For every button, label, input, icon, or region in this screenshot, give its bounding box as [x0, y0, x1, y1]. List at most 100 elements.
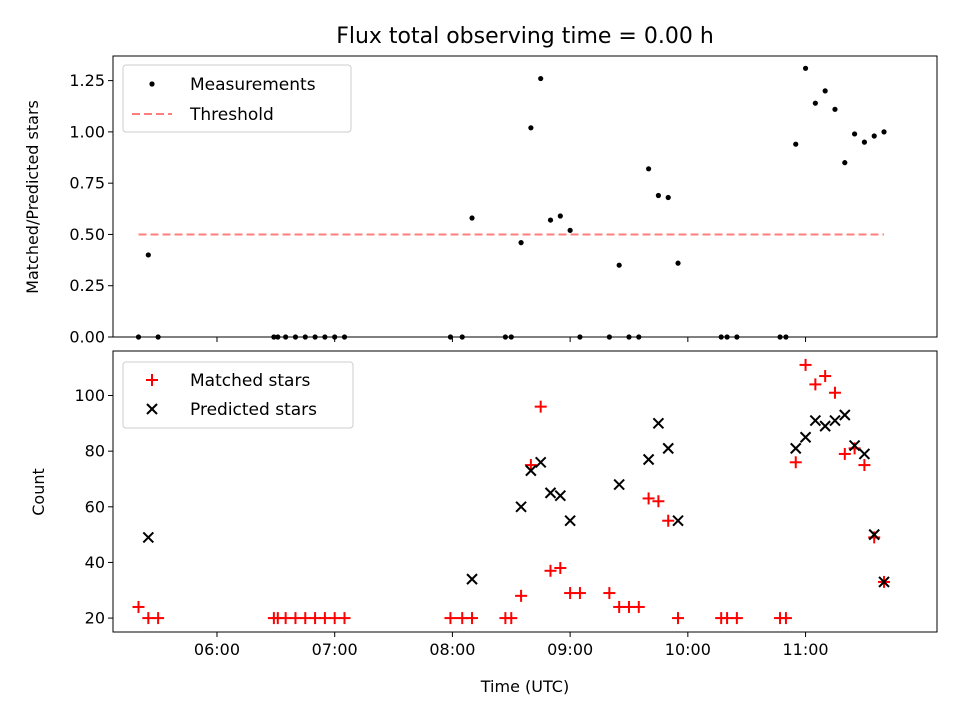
- matched-stars-point: [868, 531, 881, 544]
- matched-stars-point: [848, 442, 861, 455]
- matched-stars-point: [779, 612, 792, 625]
- bottom-xtick-label: 10:00: [665, 640, 711, 659]
- predicted-stars-point: [829, 414, 841, 427]
- matched-stars-point: [573, 587, 586, 600]
- legend-matched-label: Matched stars: [190, 371, 310, 391]
- measurement-point: [646, 166, 652, 172]
- chart-title: Flux total observing time = 0.00 h: [336, 24, 714, 49]
- predicted-stars-point: [858, 448, 871, 460]
- bottom-xtick-label: 08:00: [429, 640, 475, 659]
- measurement-point: [459, 334, 465, 340]
- matched-stars-point: [534, 400, 547, 413]
- predicted-stars-point: [515, 501, 527, 513]
- predicted-stars-point: [466, 573, 478, 585]
- measurement-point: [861, 139, 868, 145]
- matched-stars-point: [505, 612, 518, 625]
- measurement-point: [665, 194, 671, 201]
- measurement-point: [292, 334, 299, 340]
- predicted-stars-point: [525, 464, 537, 477]
- top-ytick-label: 0.50: [69, 225, 105, 244]
- bottom-legend-frame: [122, 361, 354, 429]
- measurement-point: [777, 334, 783, 340]
- measurement-point: [812, 100, 818, 106]
- measurement-point: [881, 129, 887, 135]
- matched-stars-point: [544, 564, 557, 577]
- predicted-stars-point: [672, 515, 684, 527]
- predicted-stars-point: [142, 531, 155, 544]
- measurement-point: [447, 334, 454, 340]
- matched-stars-point: [152, 612, 165, 625]
- measurement-point: [341, 334, 348, 340]
- legend-matched-marker: [146, 374, 158, 386]
- matched-stars-point: [828, 386, 841, 399]
- matched-stars-point: [444, 612, 457, 625]
- bottom-legend: Matched stars Predicted stars: [122, 361, 354, 429]
- matched-stars-point: [799, 358, 812, 371]
- measurement-point: [718, 334, 724, 340]
- measurement-point: [783, 334, 789, 340]
- predicted-stars-point: [878, 576, 890, 588]
- bottom-y-axis-label: Count: [29, 468, 48, 516]
- measurement-point: [606, 334, 612, 340]
- matched-stars-point: [642, 492, 655, 505]
- measurement-point: [312, 334, 318, 340]
- measurement-point: [675, 260, 681, 266]
- predicted-stars-point: [848, 439, 861, 452]
- measurement-point: [332, 334, 338, 340]
- matched-stars-point: [632, 600, 645, 613]
- measurement-point: [275, 334, 281, 340]
- measurement-point: [655, 192, 662, 199]
- measurement-point: [528, 125, 534, 131]
- measurement-point: [508, 334, 514, 340]
- measurement-point: [636, 334, 642, 340]
- legend-predicted-marker: [146, 403, 158, 415]
- predicted-stars-point: [790, 442, 802, 455]
- measurement-point: [802, 65, 809, 71]
- measurement-point: [724, 334, 730, 340]
- bottom-axes-frame: [112, 350, 938, 633]
- matched-stars-point: [338, 612, 351, 625]
- measurement-point: [842, 160, 848, 166]
- matched-stars-point: [819, 370, 832, 383]
- measurement-point: [469, 215, 475, 221]
- legend-predicted-label: Predicted stars: [190, 400, 317, 420]
- top-legend-frame: [122, 64, 352, 133]
- legend-measurements-label: Measurements: [190, 75, 316, 95]
- top-ytick-label: 0.75: [69, 174, 105, 193]
- measurement-point: [832, 106, 838, 112]
- bottom-xtick-label: 07:00: [312, 640, 358, 659]
- measurement-point: [302, 334, 308, 340]
- measurement-point: [547, 217, 554, 223]
- top-axes-ratio: 0.00 0.25 0.50 0.75 1.00 1.25: [69, 55, 938, 347]
- matched-stars-point: [554, 562, 567, 575]
- matched-stars-point: [515, 589, 528, 602]
- bottom-xtick-label: 11:00: [782, 640, 828, 659]
- predicted-stars-point: [662, 442, 674, 455]
- bottom-ytick-label: 80: [85, 442, 105, 461]
- predicted-stars-point: [642, 453, 655, 466]
- predicted-stars-point: [819, 420, 831, 432]
- top-ytick-label: 0.00: [69, 328, 105, 347]
- predicted-stars-point: [613, 478, 625, 491]
- measurement-point: [793, 141, 799, 147]
- matched-stars-point: [603, 587, 616, 600]
- matched-stars-point: [662, 514, 675, 527]
- x-axis-label: Time (UTC): [480, 677, 569, 696]
- measurement-point: [626, 334, 632, 340]
- matched-stars-point: [809, 378, 822, 391]
- measurement-point: [852, 131, 858, 137]
- measurement-point: [145, 252, 151, 258]
- predicted-stars-point: [839, 409, 851, 421]
- bottom-ytick-label: 60: [85, 497, 105, 516]
- bottom-xtick-label: 06:00: [194, 640, 240, 659]
- measurement-point: [155, 334, 161, 340]
- bottom-axes-counts: 20 40 60 80 100 06:00 07:00 08:00 09:00 10:00 11:0…: [74, 350, 938, 659]
- matched-stars-point: [524, 459, 537, 472]
- matched-stars-point: [132, 600, 145, 613]
- measurement-point: [616, 262, 622, 268]
- matched-stars-point: [730, 612, 743, 625]
- measurement-point: [734, 334, 740, 340]
- predicted-stars-point: [799, 431, 812, 443]
- measurement-point: [518, 240, 524, 246]
